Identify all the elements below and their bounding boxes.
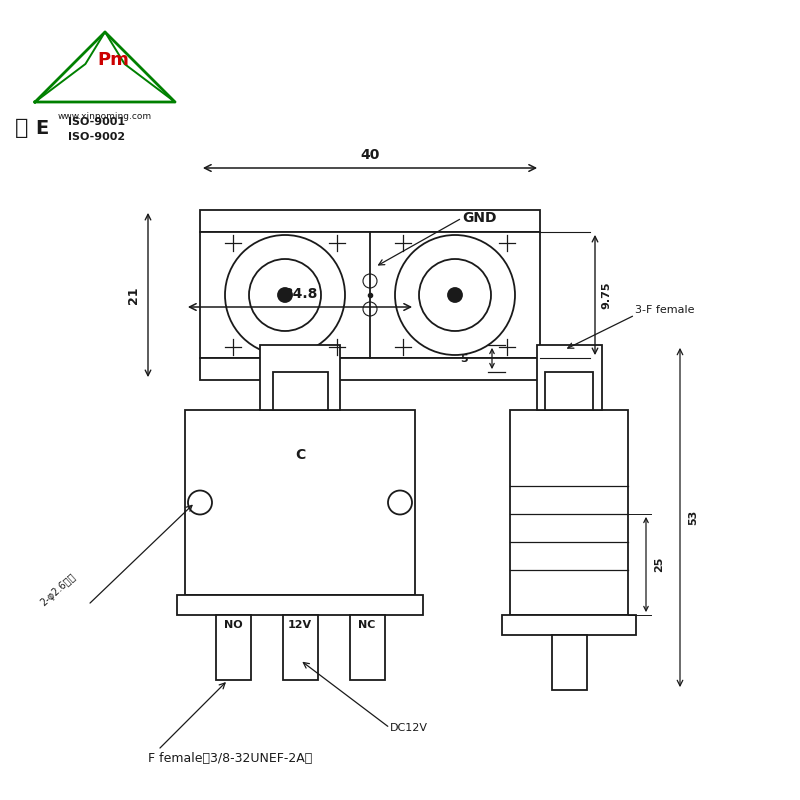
Bar — [185, 410, 415, 595]
Circle shape — [188, 490, 212, 514]
Circle shape — [249, 259, 321, 331]
Text: 40: 40 — [360, 148, 380, 162]
Text: ISO-9002: ISO-9002 — [68, 132, 125, 142]
Text: NO: NO — [224, 620, 242, 630]
Text: Ⓒ: Ⓒ — [15, 118, 29, 138]
Bar — [177, 595, 423, 615]
Text: 34.8: 34.8 — [283, 287, 317, 301]
Bar — [260, 345, 340, 410]
Circle shape — [363, 274, 377, 288]
Bar — [200, 232, 540, 358]
Text: Ε: Ε — [35, 118, 49, 138]
Circle shape — [363, 302, 377, 316]
Bar — [273, 372, 327, 410]
Bar — [200, 210, 540, 232]
Text: F female（3/8-32UNEF-2A）: F female（3/8-32UNEF-2A） — [148, 751, 312, 765]
Text: ISO-9001: ISO-9001 — [68, 117, 125, 127]
Circle shape — [278, 288, 292, 302]
Circle shape — [395, 235, 515, 355]
Bar — [215, 615, 250, 680]
Bar — [200, 358, 540, 380]
Bar — [350, 615, 385, 680]
Text: DC12V: DC12V — [390, 723, 428, 733]
Bar — [502, 615, 636, 635]
Text: 25: 25 — [654, 557, 664, 572]
Text: 53: 53 — [688, 510, 698, 525]
Circle shape — [225, 235, 345, 355]
Text: 2-φ2.6通孔: 2-φ2.6通孔 — [38, 572, 78, 608]
Circle shape — [419, 259, 491, 331]
Text: C: C — [295, 448, 305, 462]
Text: 12V: 12V — [288, 620, 312, 630]
Text: GND: GND — [462, 211, 497, 225]
Text: 5: 5 — [460, 354, 468, 363]
Bar — [537, 345, 602, 410]
Text: NC: NC — [358, 620, 376, 630]
Text: 21: 21 — [127, 286, 140, 304]
Text: Pm: Pm — [97, 51, 129, 69]
Bar — [510, 410, 628, 615]
Bar — [551, 635, 586, 690]
Circle shape — [388, 490, 412, 514]
Text: 9.75: 9.75 — [601, 282, 611, 309]
Circle shape — [448, 288, 462, 302]
Text: 3-F female: 3-F female — [635, 305, 694, 315]
Bar — [282, 615, 318, 680]
Bar — [545, 372, 593, 410]
Text: www.xinpoming.com: www.xinpoming.com — [58, 112, 152, 121]
